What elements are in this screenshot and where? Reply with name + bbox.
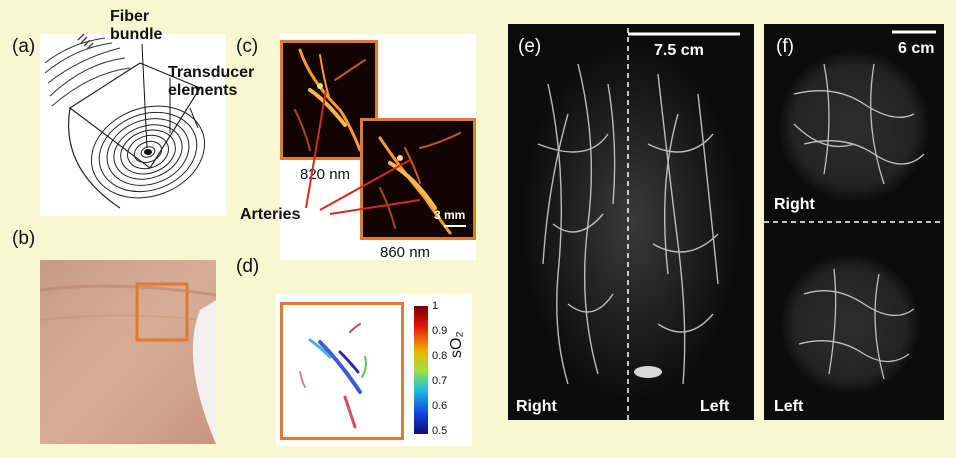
- scale-bar-3mm-label: 3 mm: [434, 208, 466, 222]
- so2-map: [280, 302, 404, 440]
- panel-f-left-label: Left: [774, 398, 804, 415]
- pa-image-860nm: [360, 118, 476, 240]
- scale-bar-7.5cm-label: 7.5 cm: [654, 42, 704, 59]
- panel-e-right-label: Right: [516, 398, 557, 415]
- colorbar-label: sO₂: [448, 331, 465, 358]
- transducer-elements-label: Transducer elements: [168, 64, 255, 99]
- panel-f-right-label: Right: [774, 196, 815, 213]
- panel-label-b: (b): [12, 228, 36, 249]
- breast-image-panel-f: [764, 24, 944, 420]
- colorbar-tick-0.5: 0.5: [432, 425, 448, 437]
- panel-label-c: (c): [236, 36, 259, 57]
- panel-label-e: (e): [518, 36, 542, 57]
- colorbar-tick-0.9: 0.9: [432, 325, 448, 337]
- wavelength-860-label: 860 nm: [380, 244, 431, 261]
- panel-e-left-label: Left: [700, 398, 730, 415]
- colorbar-tick-0.8: 0.8: [432, 350, 448, 362]
- so2-colorbar: [414, 306, 428, 434]
- panel-label-a: (a): [12, 36, 36, 57]
- vessel-image-e: [521, 28, 741, 420]
- skin-photo: [40, 260, 216, 444]
- breast-image-panel-e: [508, 24, 754, 420]
- panel-label-f: (f): [776, 36, 794, 57]
- vessel-image-f: [764, 30, 944, 394]
- colorbar-tick-1: 1: [432, 300, 439, 312]
- panel-label-d: (d): [236, 256, 260, 277]
- colorbar-tick-0.6: 0.6: [432, 400, 448, 412]
- arteries-label: Arteries: [240, 206, 301, 223]
- scale-bar-6cm-label: 6 cm: [898, 40, 935, 57]
- colorbar-tick-0.7: 0.7: [432, 375, 448, 387]
- region-of-interest-box: [135, 282, 189, 342]
- fiber-bundle-label: Fiber bundle: [110, 8, 163, 43]
- transducer-diagram: [40, 33, 226, 216]
